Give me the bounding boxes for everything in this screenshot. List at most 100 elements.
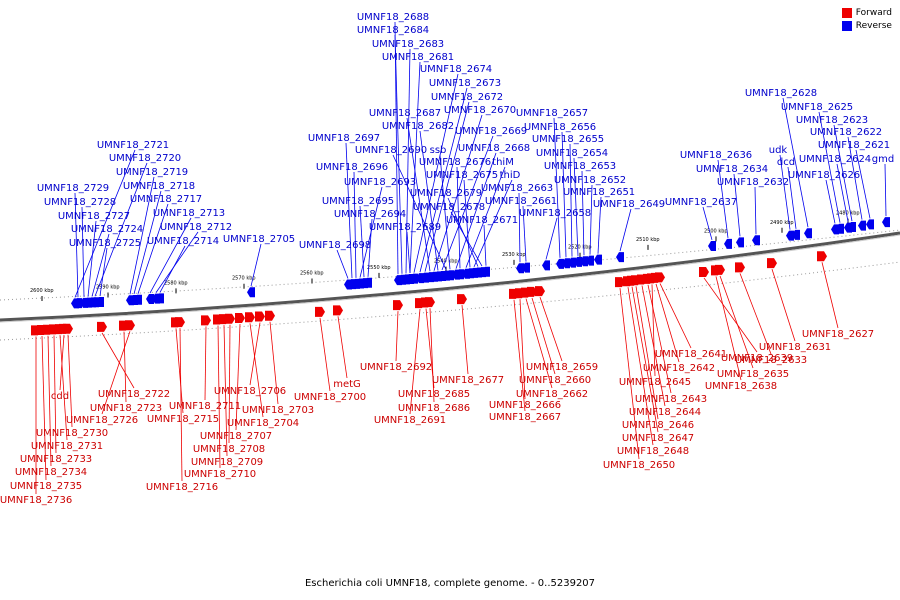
gene-leader-line (101, 332, 135, 389)
forward-gene-label: UMNF18_2686 (398, 403, 470, 414)
reverse-gene (616, 252, 624, 263)
forward-gene-label: UMNF18_2639 (721, 353, 793, 364)
forward-gene-label: UMNF18_2707 (200, 431, 272, 442)
reverse-gene-label: UMNF18_2679 (410, 188, 482, 199)
forward-gene-label: UMNF18_2650 (603, 460, 675, 471)
reverse-gene (736, 237, 744, 248)
forward-gene (623, 276, 633, 287)
forward-gene-label: UMNF18_2710 (184, 469, 256, 480)
gene-leader-line (409, 309, 421, 415)
legend-reverse: Reverse (841, 21, 892, 31)
gene-leader-line (635, 286, 659, 420)
reverse-gene-label: UMNF18_2670 (444, 105, 516, 116)
reverse-gene-label: UMNF18_2653 (544, 161, 616, 172)
gene-leader-line (703, 277, 758, 353)
reverse-gene-label: UMNF18_2623 (796, 115, 868, 126)
reverse-gene-label: UMNF18_2688 (357, 12, 429, 23)
forward-gene (255, 311, 265, 322)
reverse-gene-label: UMNF18_2669 (455, 126, 527, 137)
forward-gene-label: UMNF18_2635 (717, 369, 789, 380)
forward-gene (171, 317, 181, 328)
gene-leader-line (473, 179, 513, 268)
forward-gene-label: UMNF18_2646 (622, 420, 694, 431)
reverse-gene-label: UMNF18_2687 (369, 108, 441, 119)
forward-gene-label: UMNF18_2685 (398, 389, 470, 400)
forward-gene (415, 298, 425, 309)
gene-leader-line (367, 218, 373, 277)
reverse-gene-label: thiD (500, 170, 521, 181)
reverse-gene-label: UMNF18_2695 (322, 196, 394, 207)
forward-gene (711, 265, 721, 276)
reverse-gene-label: UMNF18_2663 (481, 183, 553, 194)
reverse-gene (522, 262, 530, 273)
reverse-gene (792, 229, 800, 240)
reverse-gene-label: gmd (872, 154, 894, 165)
forward-gene-label: metG (333, 379, 361, 390)
forward-gene-label: UMNF18_2660 (519, 375, 591, 386)
gene-leader-line (561, 131, 567, 258)
gene-leader-line (336, 249, 349, 279)
gene-leader-line (456, 166, 461, 269)
reverse-gene-label: UMNF18_2672 (431, 92, 503, 103)
gene-leader-line (394, 34, 403, 274)
gene-leader-line (715, 276, 742, 381)
tick-label: 2510 kbp (636, 237, 660, 243)
gene-leader-line (101, 331, 131, 415)
reverse-gene-label: UMNF18_2690 (355, 145, 427, 156)
gene-leader-line (619, 288, 640, 460)
reverse-gene (858, 220, 866, 231)
gene-leader-line (779, 154, 791, 230)
reverse-gene-label: UMNF18_2678 (413, 202, 485, 213)
forward-gene-label: UMNF18_2647 (622, 433, 694, 444)
forward-gene (333, 305, 343, 316)
reverse-gene-label: UMNF18_2658 (519, 208, 591, 219)
reverse-gene-label: UMNF18_2682 (382, 121, 454, 132)
forward-gene-label: UMNF18_2643 (635, 394, 707, 405)
forward-gene-label: UMNF18_2700 (294, 392, 366, 403)
forward-gene-label: UMNF18_2677 (432, 375, 504, 386)
forward-gene (63, 323, 73, 334)
forward-gene (31, 325, 41, 336)
gene-leader-line (513, 299, 526, 412)
gene-leader-line (424, 101, 470, 272)
forward-gene-label: UMNF18_2703 (242, 405, 314, 416)
gene-leader-line (573, 157, 579, 256)
reverse-gene (344, 279, 352, 290)
forward-gene (735, 262, 745, 273)
forward-gene-label: UMNF18_2731 (31, 441, 103, 452)
forward-gene-label: UMNF18_2730 (36, 428, 108, 439)
gene-leader-line (519, 299, 526, 400)
gene-leader-line (47, 335, 52, 467)
forward-gene-label: UMNF18_2733 (20, 454, 92, 465)
forward-gene-label: UMNF18_2715 (147, 414, 219, 425)
reverse-gene (156, 293, 164, 304)
reverse-gene-label: UMNF18_2714 (147, 236, 219, 247)
gene-leader-line (67, 334, 73, 428)
forward-gene (235, 312, 245, 323)
gene-leader-line (441, 135, 494, 271)
gene-leader-line (395, 311, 399, 362)
gene-leader-line (483, 224, 487, 266)
forward-gene (125, 320, 135, 331)
forward-gene (97, 321, 107, 332)
reverse-gene-label: UMNF18_2683 (372, 39, 444, 50)
gene-leader-line (81, 206, 85, 297)
reverse-gene-label: thiM (492, 157, 514, 168)
reverse-gene (364, 277, 372, 288)
gene-leader-line (123, 331, 127, 403)
forward-gene-label: UMNF18_2716 (146, 482, 218, 493)
reverse-gene-label: UMNF18_2697 (308, 133, 380, 144)
gene-leader-line (94, 162, 148, 297)
gene-leader-line (818, 111, 841, 223)
gene-leader-line (833, 124, 853, 222)
gene-leader-line (821, 262, 839, 329)
reverse-gene-label: UMNF18_2676 (419, 157, 491, 168)
forward-gene (425, 297, 435, 308)
reverse-gene (786, 230, 794, 241)
reverse-gene-label: udk (769, 145, 788, 156)
reverse-gene-label: UMNF18_2625 (781, 102, 853, 113)
gene-leader-line (99, 247, 108, 297)
legend-reverse-label: Reverse (855, 21, 892, 31)
reverse-gene (574, 256, 582, 267)
gene-leader-line (719, 275, 754, 369)
